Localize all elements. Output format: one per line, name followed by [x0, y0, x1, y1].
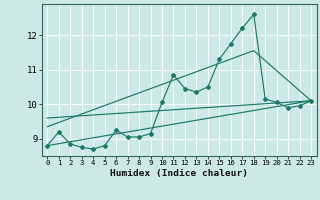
- X-axis label: Humidex (Indice chaleur): Humidex (Indice chaleur): [110, 169, 248, 178]
